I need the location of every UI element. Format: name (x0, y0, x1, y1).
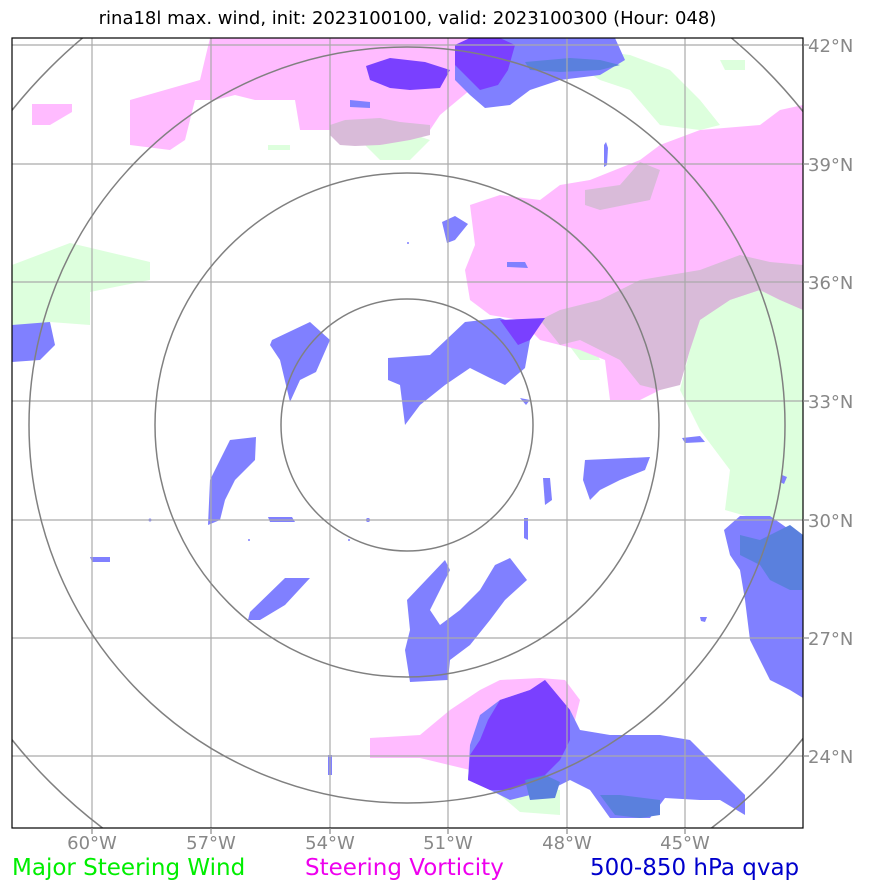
lon-label: 45°W (660, 833, 710, 854)
legend-steering-wind: Major Steering Wind (12, 855, 246, 881)
lat-label: 30°N (808, 511, 853, 532)
lat-label: 24°N (808, 747, 853, 768)
qvap-overlap-blue (525, 58, 803, 818)
lat-label: 33°N (808, 392, 853, 413)
lat-label: 42°N (808, 36, 853, 57)
qvap-dark-areas (366, 38, 570, 790)
lat-lon-gridlines (12, 38, 803, 828)
longitude-labels: 60°W 57°W 54°W 51°W 48°W 45°W (67, 833, 710, 854)
tick-marks (91, 44, 809, 834)
lon-label: 54°W (305, 833, 355, 854)
lat-label: 27°N (808, 629, 853, 650)
overlap-areas (330, 118, 803, 390)
lon-label: 57°W (186, 833, 236, 854)
map-title: rina18l max. wind, init: 2023100100, val… (98, 8, 717, 29)
lat-label: 36°N (808, 273, 853, 294)
lon-label: 51°W (423, 833, 473, 854)
legend-qvap: 500-850 hPa qvap (590, 855, 800, 881)
lon-label: 48°W (542, 833, 592, 854)
lat-label: 39°N (808, 155, 853, 176)
latitude-labels: 42°N 39°N 36°N 33°N 30°N 27°N 24°N (808, 36, 853, 768)
plot-frame (11, 37, 804, 829)
lon-label: 60°W (67, 833, 117, 854)
legend-steering-vorticity: Steering Vorticity (305, 855, 504, 881)
